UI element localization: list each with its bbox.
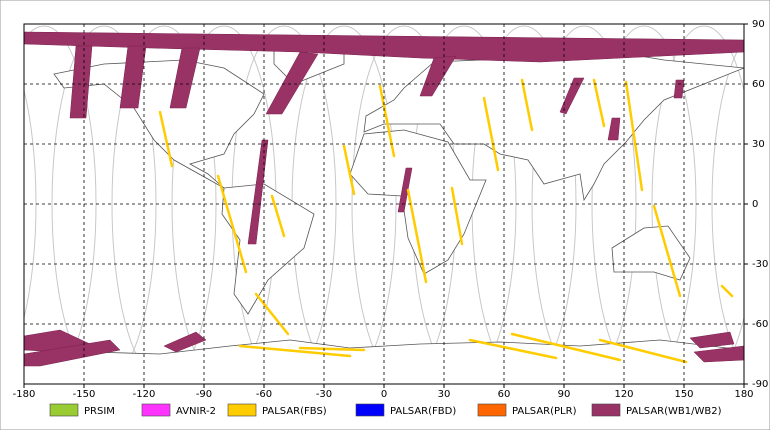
axes: -180 -150 -120 -90 -60 -30 0 30 60 90 120 150 180-90… [13,19,769,400]
swath [720,284,734,298]
swath [559,77,585,115]
fbs-swaths [158,78,734,364]
x-tick-label: 90 [558,389,571,400]
swath [693,345,744,363]
swath [342,144,356,196]
swath [169,47,201,109]
y-tick-label: 0 [752,199,758,210]
legend-swatch [355,403,385,417]
legend-label: PALSAR(FBS) [262,406,327,417]
swath [673,79,685,99]
swath [482,96,500,172]
y-tick-label: 60 [752,79,765,90]
x-tick-label: 60 [498,389,511,400]
x-tick-label: -150 [73,389,96,400]
swath [510,332,622,362]
swath [119,45,147,109]
legend-label: PALSAR(PLR) [512,406,577,417]
swath [254,292,290,336]
swath [298,346,366,352]
legend-swatch [227,403,257,417]
swath [624,80,644,192]
y-tick-label: -90 [752,379,768,390]
swath [397,167,413,213]
swath [598,338,688,364]
x-tick-label: 150 [674,389,693,400]
x-tick-label: 0 [381,389,387,400]
x-tick-label: 120 [614,389,633,400]
x-tick-label: -30 [316,389,332,400]
swath [689,331,735,349]
swath [592,78,606,128]
legend-swatch [477,403,507,417]
swath [216,174,248,274]
x-tick-label: -120 [133,389,156,400]
legend-label: PRSIM [84,406,115,417]
x-tick-label: -60 [256,389,272,400]
swath [468,338,558,360]
legend-swatch [49,403,79,417]
grid [24,24,744,384]
swath [163,331,207,353]
y-tick-label: 90 [752,19,765,30]
swath [265,51,319,115]
swath [69,45,93,119]
orbit-track [711,38,744,370]
swath [450,186,464,246]
x-tick-label: 180 [734,389,753,400]
x-tick-label: -180 [13,389,36,400]
legend: PRSIM AVNIR-2 PALSAR(FBS) PALSAR(FBD) PALSAR… [49,403,722,417]
y-tick-label: 30 [752,139,765,150]
swath [158,110,174,168]
legend-label: PALSAR(WB1/WB2) [626,406,722,417]
y-tick-label: -60 [752,319,768,330]
swath [406,188,428,284]
x-tick-label: -90 [196,389,212,400]
swath [247,139,269,245]
swath [607,117,621,141]
y-tick-label: -30 [752,259,768,270]
swath [24,339,121,367]
legend-swatch [141,403,171,417]
x-tick-label: 30 [438,389,451,400]
swath [520,78,534,132]
swath [270,194,286,238]
legend-label: PALSAR(FBD) [390,406,456,417]
swath [419,55,457,97]
swath [238,344,352,358]
map-area [24,24,744,384]
swath [652,204,682,298]
legend-label: AVNIR-2 [176,406,216,417]
legend-swatch [591,403,621,417]
